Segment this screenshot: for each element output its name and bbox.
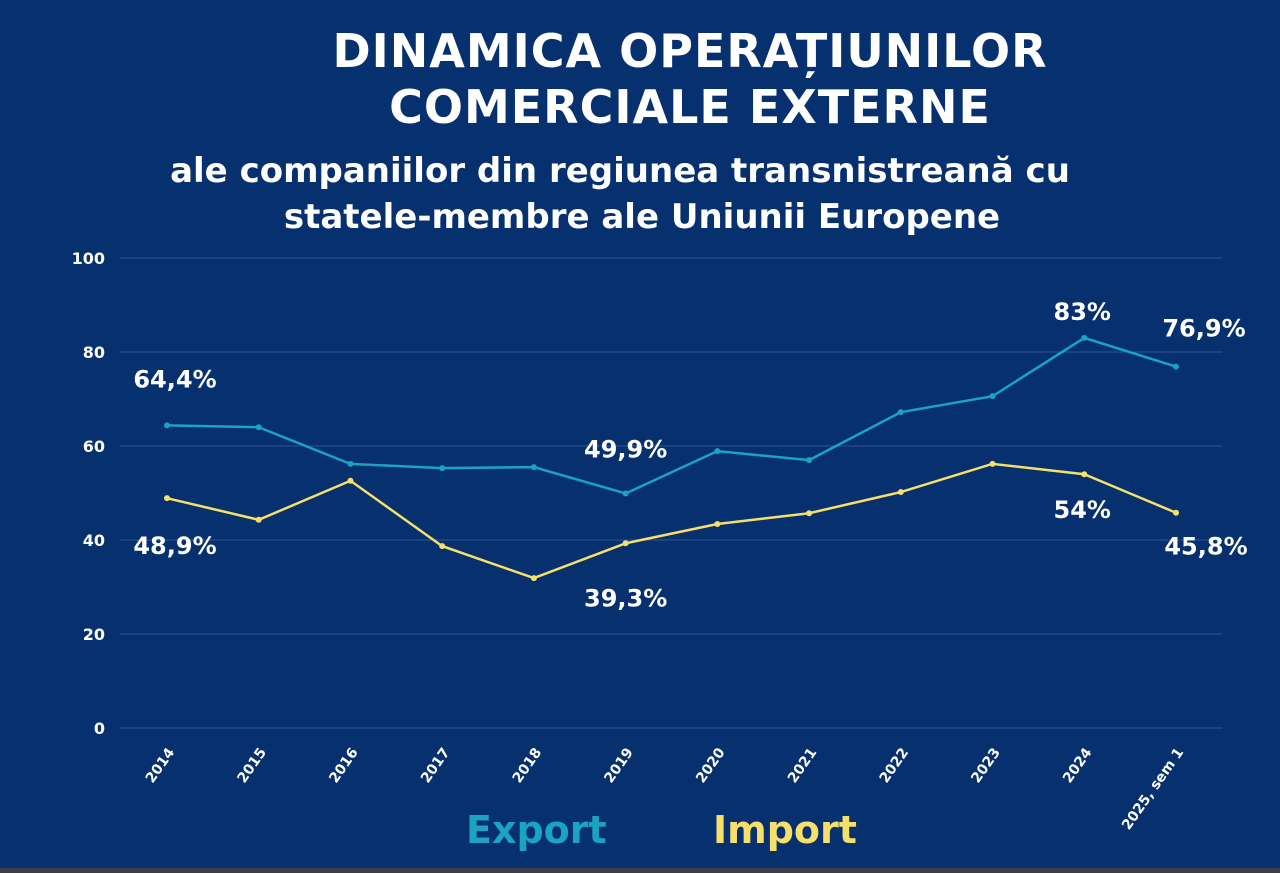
data-point-import xyxy=(347,477,354,484)
data-point-export xyxy=(714,448,721,455)
data-point-export xyxy=(622,490,629,497)
data-label: 83% xyxy=(1054,298,1111,326)
data-label: 45,8% xyxy=(1164,533,1247,561)
x-tick-label: 2024 xyxy=(1060,745,1096,786)
data-label: 76,9% xyxy=(1162,315,1245,343)
data-label: 48,9% xyxy=(133,532,216,560)
data-point-import xyxy=(1081,471,1088,478)
legend-import: Import xyxy=(713,808,857,852)
data-point-import xyxy=(439,543,446,550)
series-line-export xyxy=(166,336,1177,495)
data-point-import xyxy=(622,540,629,547)
y-tick-label: 40 xyxy=(83,531,105,550)
data-point-import xyxy=(530,575,537,582)
data-point-export xyxy=(989,393,996,400)
data-point-export xyxy=(1081,334,1088,341)
data-point-export xyxy=(255,424,262,431)
data-label: 49,9% xyxy=(584,435,667,463)
x-tick-label: 2018 xyxy=(510,745,545,786)
data-point-export xyxy=(530,464,537,471)
x-tick-label: 2015 xyxy=(235,745,270,786)
data-point-export xyxy=(806,457,813,464)
x-tick-label: 2021 xyxy=(785,745,820,786)
x-tick-label: 2023 xyxy=(968,745,1003,786)
y-tick-label: 100 xyxy=(72,249,105,268)
chart-title-line2: COMERCIALE EXTERNE xyxy=(389,80,991,134)
data-point-import xyxy=(164,495,170,502)
legend-export: Export xyxy=(466,808,607,852)
bottom-bar xyxy=(0,868,1280,873)
data-label: 39,3% xyxy=(584,584,667,612)
data-point-import xyxy=(1173,509,1179,516)
x-tick-label: 2025, sem 1 xyxy=(1119,745,1187,833)
y-tick-label: 60 xyxy=(83,437,105,456)
data-point-import xyxy=(989,460,996,467)
chart-subtitle-line1: ale companiilor din regiunea transnistre… xyxy=(170,151,1070,191)
data-point-export xyxy=(347,460,354,467)
chart-title-line1: DINAMICA OPERAȚIUNILOR xyxy=(332,24,1048,78)
data-point-export xyxy=(1173,363,1179,370)
y-tick-label: 0 xyxy=(94,719,105,738)
y-tick-label: 20 xyxy=(83,625,105,644)
x-tick-label: 2019 xyxy=(601,745,636,786)
data-point-import xyxy=(255,516,262,523)
data-point-export xyxy=(164,422,170,429)
data-label: 54% xyxy=(1054,496,1111,524)
data-point-import xyxy=(714,521,721,528)
y-tick-label: 80 xyxy=(83,343,105,362)
data-point-export xyxy=(897,409,904,416)
data-point-import xyxy=(897,489,904,496)
data-point-import xyxy=(806,510,813,517)
x-tick-label: 2017 xyxy=(418,745,453,786)
chart-subtitle-line2: statele-membre ale Uniunii Europene xyxy=(283,197,1001,237)
x-tick-label: 2020 xyxy=(693,745,729,786)
series-line-import xyxy=(166,462,1177,580)
data-label: 64,4% xyxy=(133,365,216,393)
x-tick-label: 2014 xyxy=(143,745,179,786)
x-tick-label: 2022 xyxy=(877,745,912,786)
x-tick-label: 2016 xyxy=(326,745,361,786)
data-point-export xyxy=(439,465,446,472)
